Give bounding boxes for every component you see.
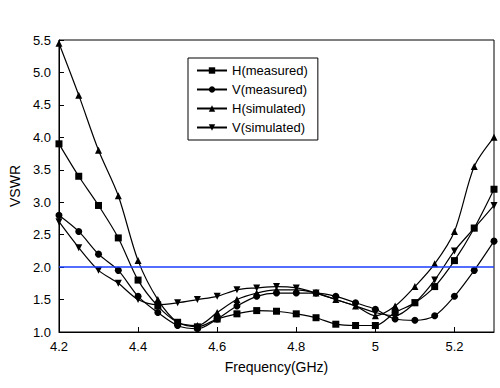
svg-text:H(measured): H(measured) (232, 63, 308, 78)
svg-text:4.0: 4.0 (33, 130, 51, 145)
svg-text:VSWR: VSWR (7, 165, 23, 207)
svg-text:4.8: 4.8 (287, 339, 305, 354)
svg-text:2.0: 2.0 (33, 260, 51, 275)
svg-text:3.5: 3.5 (33, 162, 51, 177)
svg-text:3.0: 3.0 (33, 195, 51, 210)
svg-text:5.2: 5.2 (445, 339, 463, 354)
svg-text:5.5: 5.5 (33, 33, 51, 48)
svg-text:5: 5 (372, 339, 379, 354)
svg-text:5.0: 5.0 (33, 65, 51, 80)
svg-text:4.2: 4.2 (50, 339, 68, 354)
svg-text:H(simulated): H(simulated) (232, 101, 306, 116)
svg-text:2.5: 2.5 (33, 227, 51, 242)
svg-text:4.4: 4.4 (129, 339, 147, 354)
svg-text:V(measured): V(measured) (232, 82, 307, 97)
svg-text:1.0: 1.0 (33, 325, 51, 340)
svg-text:Frequency(GHz): Frequency(GHz) (225, 359, 328, 375)
svg-text:4.6: 4.6 (208, 339, 226, 354)
svg-text:1.5: 1.5 (33, 292, 51, 307)
svg-text:4.5: 4.5 (33, 97, 51, 112)
svg-text:V(simulated): V(simulated) (232, 120, 305, 135)
